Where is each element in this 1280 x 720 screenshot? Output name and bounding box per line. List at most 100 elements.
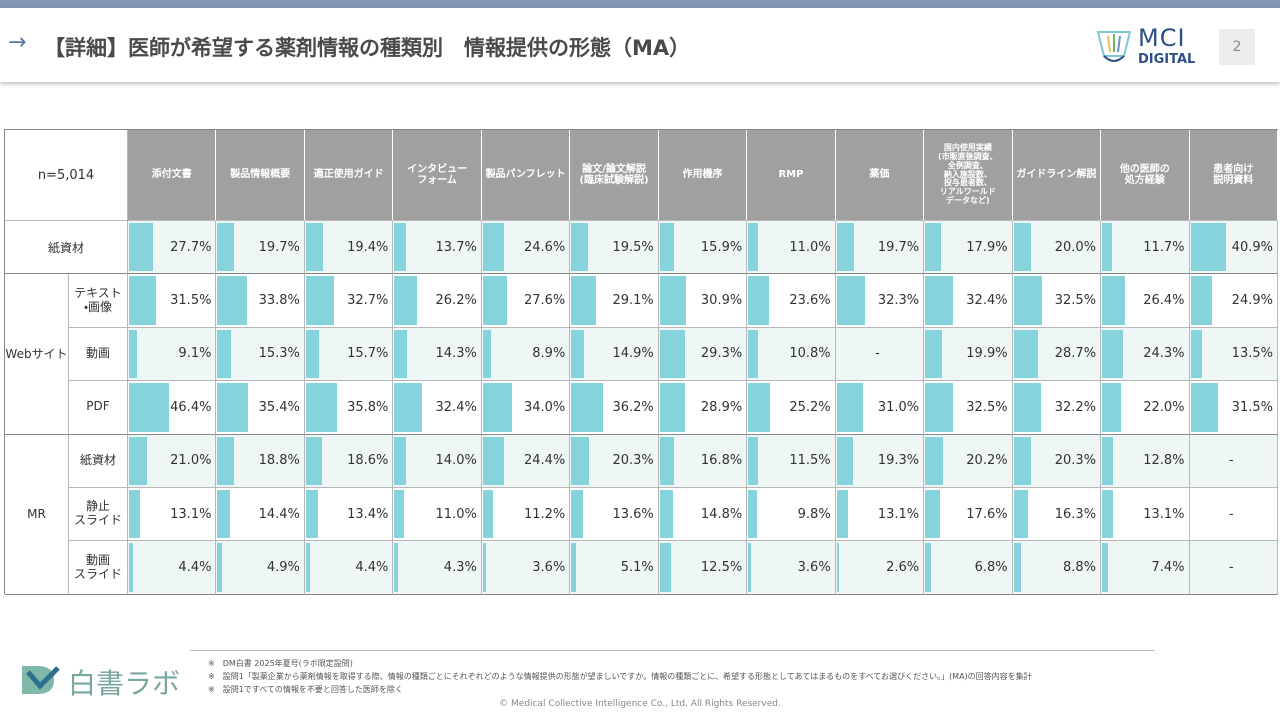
cell-value: 31.5%	[1231, 399, 1273, 415]
column-header: インタビュー フォーム	[393, 130, 482, 221]
cell-value: 10.8%	[789, 346, 831, 362]
logo-text: MCI	[1138, 24, 1186, 52]
data-cell: 4.9%	[216, 541, 305, 595]
row-label: テキスト ・画像	[69, 274, 128, 328]
group-label: Webサイト	[5, 274, 69, 435]
data-cell: 22.0%	[1101, 381, 1190, 435]
copyright: © Medical Collective Intelligence Co., L…	[499, 699, 781, 709]
column-header: 他の医師の 処方経験	[1101, 130, 1190, 221]
cell-value: 21.0%	[170, 453, 212, 469]
logo-icon	[1096, 31, 1132, 62]
cell-value: 14.3%	[435, 346, 477, 362]
data-cell: 12.8%	[1101, 434, 1190, 488]
row-label: PDF	[69, 381, 128, 435]
cell-value: 15.7%	[347, 346, 389, 362]
cell-value: 46.4%	[170, 399, 212, 415]
cell-value: 36.2%	[612, 399, 654, 415]
bar	[394, 276, 418, 325]
cell-value: 9.1%	[178, 346, 212, 362]
cell-value: 9.8%	[797, 506, 831, 522]
data-cell: 24.9%	[1189, 274, 1278, 328]
data-cell: 14.0%	[393, 434, 482, 488]
cell-value: 19.7%	[877, 239, 920, 255]
bar	[129, 223, 153, 272]
bar	[659, 436, 675, 485]
bar	[659, 543, 671, 592]
cell-value: 32.4%	[435, 399, 477, 415]
row-label: 動画 スライド	[69, 541, 128, 595]
column-header: 適正使用ガイド	[304, 130, 394, 221]
bar	[748, 543, 752, 592]
bar	[129, 383, 170, 432]
logo-text: DIGITAL	[1138, 52, 1196, 67]
bar	[1102, 436, 1114, 485]
bar	[659, 490, 673, 539]
cell-value: 14.8%	[700, 506, 743, 522]
cell-value: 16.3%	[1054, 506, 1097, 522]
cell-value: 13.5%	[1231, 346, 1273, 362]
cell-value: 20.2%	[966, 453, 1008, 469]
bar	[836, 223, 854, 272]
bar	[1190, 223, 1226, 272]
bar	[305, 276, 335, 325]
bar	[217, 329, 231, 379]
cell-value: 12.8%	[1143, 453, 1185, 469]
data-cell: -	[1189, 541, 1278, 595]
bar	[305, 383, 337, 432]
data-cell: 4.3%	[393, 541, 482, 595]
bar	[836, 543, 839, 592]
cell-value: 3.6%	[532, 560, 566, 576]
cell-value: 19.7%	[258, 239, 300, 255]
bar	[129, 329, 137, 379]
cell-value: 24.6%	[523, 239, 566, 255]
bar	[748, 490, 757, 539]
bar	[1190, 383, 1218, 432]
bar	[659, 223, 674, 272]
bar	[925, 329, 943, 379]
bar	[836, 276, 865, 325]
data-cell: 11.0%	[747, 221, 836, 275]
data-cell: 15.7%	[304, 327, 394, 382]
cell-value: 32.5%	[1054, 293, 1097, 309]
bar	[217, 223, 235, 272]
data-cell: 23.6%	[747, 274, 836, 328]
bar	[571, 490, 584, 539]
data-cell: 25.2%	[747, 381, 836, 435]
note: ※ 設問1「製薬企業から薬剤情報を取得する際、情報の種類ごとにそれぞれどのような…	[208, 672, 1032, 681]
column-header: 薬価	[835, 130, 925, 221]
data-cell: 32.4%	[393, 381, 482, 435]
footer-logo: 白書ラボ	[68, 667, 181, 700]
data-cell: 30.9%	[658, 274, 748, 328]
data-cell: 14.4%	[216, 488, 305, 542]
data-cell: 27.7%	[128, 221, 217, 275]
bar	[925, 436, 943, 485]
cell-value: 19.4%	[347, 239, 389, 255]
data-cell: 36.2%	[570, 381, 659, 435]
data-cell: 14.8%	[658, 488, 748, 542]
cell-value: 32.5%	[966, 399, 1008, 415]
data-cell: -	[835, 327, 925, 382]
data-cell: 17.9%	[924, 221, 1013, 275]
data-cell: 31.5%	[1189, 381, 1278, 435]
cell-value: 29.3%	[700, 346, 743, 362]
cell-value: 22.0%	[1143, 399, 1185, 415]
column-header: 製品パンフレット	[481, 130, 571, 221]
bar	[836, 490, 848, 539]
data-cell: 5.1%	[570, 541, 659, 595]
data-cell: 32.2%	[1012, 381, 1102, 435]
data-cell: 21.0%	[128, 434, 217, 488]
cell-value: 15.9%	[700, 239, 743, 255]
bar	[394, 490, 404, 539]
bar	[305, 490, 318, 539]
data-cell: 24.6%	[481, 221, 571, 275]
cell-value: 19.3%	[877, 453, 920, 469]
bar	[129, 490, 141, 539]
data-cell: 32.5%	[1012, 274, 1102, 328]
cell-value: 19.9%	[966, 346, 1008, 362]
cell-value: 13.4%	[347, 506, 389, 522]
cell-value: 31.5%	[170, 293, 212, 309]
bar	[129, 543, 133, 592]
footer-logo-icon	[22, 666, 60, 694]
cell-value: 4.3%	[443, 560, 477, 576]
footer-rule	[190, 650, 1155, 651]
